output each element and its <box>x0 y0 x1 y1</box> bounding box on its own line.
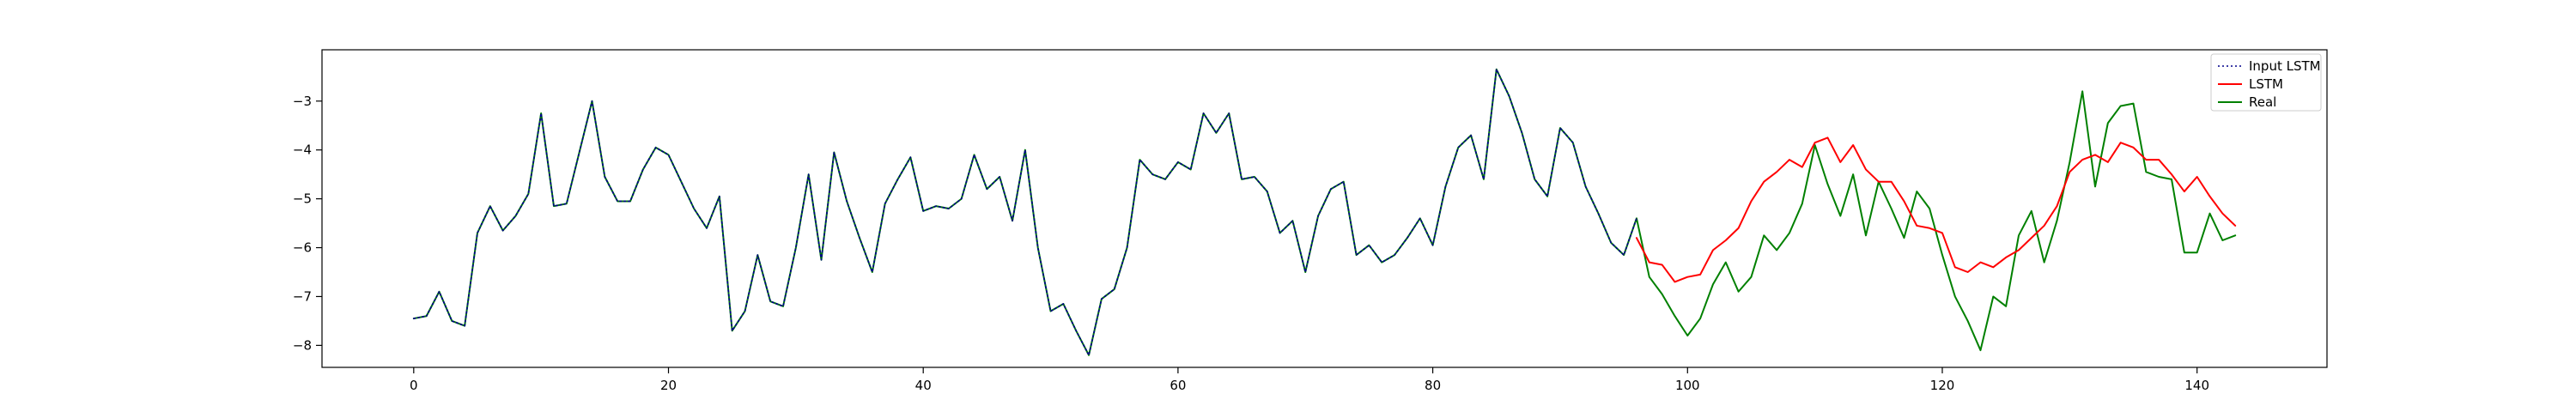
x-tick-label: 120 <box>1930 378 1955 393</box>
x-tick-label: 40 <box>915 378 932 393</box>
x-tick-label: 20 <box>660 378 677 393</box>
legend: Input LSTM LSTM Real <box>2210 53 2322 112</box>
legend-label: Real <box>2249 94 2276 110</box>
legend-label: LSTM <box>2249 76 2283 92</box>
series-line-input-lstm <box>413 68 1637 356</box>
y-tick-label: −8 <box>293 337 312 353</box>
y-tick-label: −3 <box>293 94 312 109</box>
x-tick-label: 0 <box>410 378 418 393</box>
series-line-lstm <box>1635 136 2237 283</box>
y-tick-label: −4 <box>293 142 312 158</box>
plot-frame <box>321 49 2328 368</box>
y-tick-label: −6 <box>293 240 312 256</box>
x-tick-label: 80 <box>1425 378 1441 393</box>
x-tick-label: 100 <box>1675 378 1700 393</box>
series-layer <box>412 68 2237 356</box>
x-tick-label: 140 <box>2184 378 2209 393</box>
x-tick-label: 60 <box>1170 378 1186 393</box>
legend-label: Input LSTM <box>2249 58 2321 74</box>
x-axis: 0 20 40 60 80 100 120 140 <box>410 367 2209 393</box>
y-tick-label: −7 <box>293 288 312 304</box>
legend-box <box>2210 53 2322 112</box>
y-axis: −8 −7 −6 −5 −4 −3 <box>293 94 322 353</box>
series-line-real <box>412 68 2237 356</box>
y-tick-label: −5 <box>293 191 312 207</box>
